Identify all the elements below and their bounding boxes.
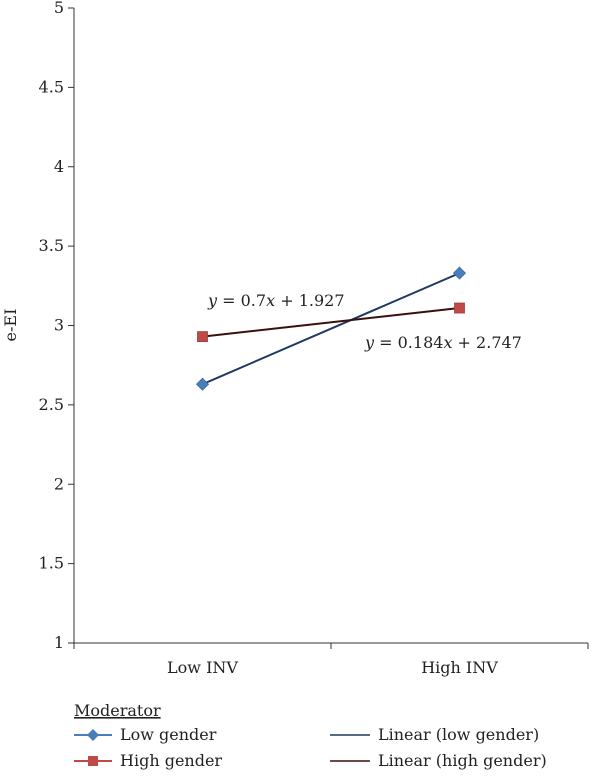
y-axis-title: e-EI xyxy=(1,309,20,342)
axes xyxy=(68,7,589,649)
legend-item: High gender xyxy=(74,751,222,770)
y-tick-label: 4.5 xyxy=(39,77,64,96)
point-low-gender xyxy=(452,266,467,280)
series-marks xyxy=(195,266,467,391)
y-tick-label: 1.5 xyxy=(39,554,64,573)
point-low-gender xyxy=(195,377,210,391)
y-tick-label: 3 xyxy=(54,316,64,335)
legend-item: Linear (low gender) xyxy=(330,725,539,744)
point-high-gender xyxy=(197,331,208,343)
point-high-gender xyxy=(454,302,465,314)
trendline-high-gender xyxy=(202,307,460,338)
legend: Moderator Low gender High gender Linear (l… xyxy=(74,701,547,770)
legend-label: Low gender xyxy=(120,725,217,744)
legend-marker-square xyxy=(88,756,98,766)
legend-item: Linear (high gender) xyxy=(330,751,547,770)
y-tick-label: 4 xyxy=(54,157,64,176)
annotations: y = 0.7x + 1.927 y = 0.184x + 2.747 xyxy=(207,291,522,352)
x-tick-label: High INV xyxy=(421,658,498,677)
equation-label: y = 0.184x + 2.747 xyxy=(364,333,522,352)
legend-label: Linear (low gender) xyxy=(378,725,539,744)
y-tick-label: 2.5 xyxy=(39,395,64,414)
y-tick-label: 3.5 xyxy=(39,236,64,255)
tick-labels: 1 1.5 2 2.5 3 3.5 4 4.5 5 Low INV High INV xyxy=(39,0,499,677)
legend-title: Moderator xyxy=(74,701,161,720)
trendline-low-gender xyxy=(202,272,460,386)
x-tick-label: Low INV xyxy=(167,658,238,677)
y-tick-label: 1 xyxy=(54,633,64,652)
legend-marker-diamond xyxy=(87,729,99,741)
y-tick-label: 5 xyxy=(54,0,64,17)
legend-label: High gender xyxy=(120,751,222,770)
y-tick-label: 2 xyxy=(54,474,64,493)
trendlines xyxy=(202,272,460,386)
legend-item: Low gender xyxy=(74,725,217,744)
legend-label: Linear (high gender) xyxy=(378,751,547,770)
equation-label: y = 0.7x + 1.927 xyxy=(207,291,345,310)
